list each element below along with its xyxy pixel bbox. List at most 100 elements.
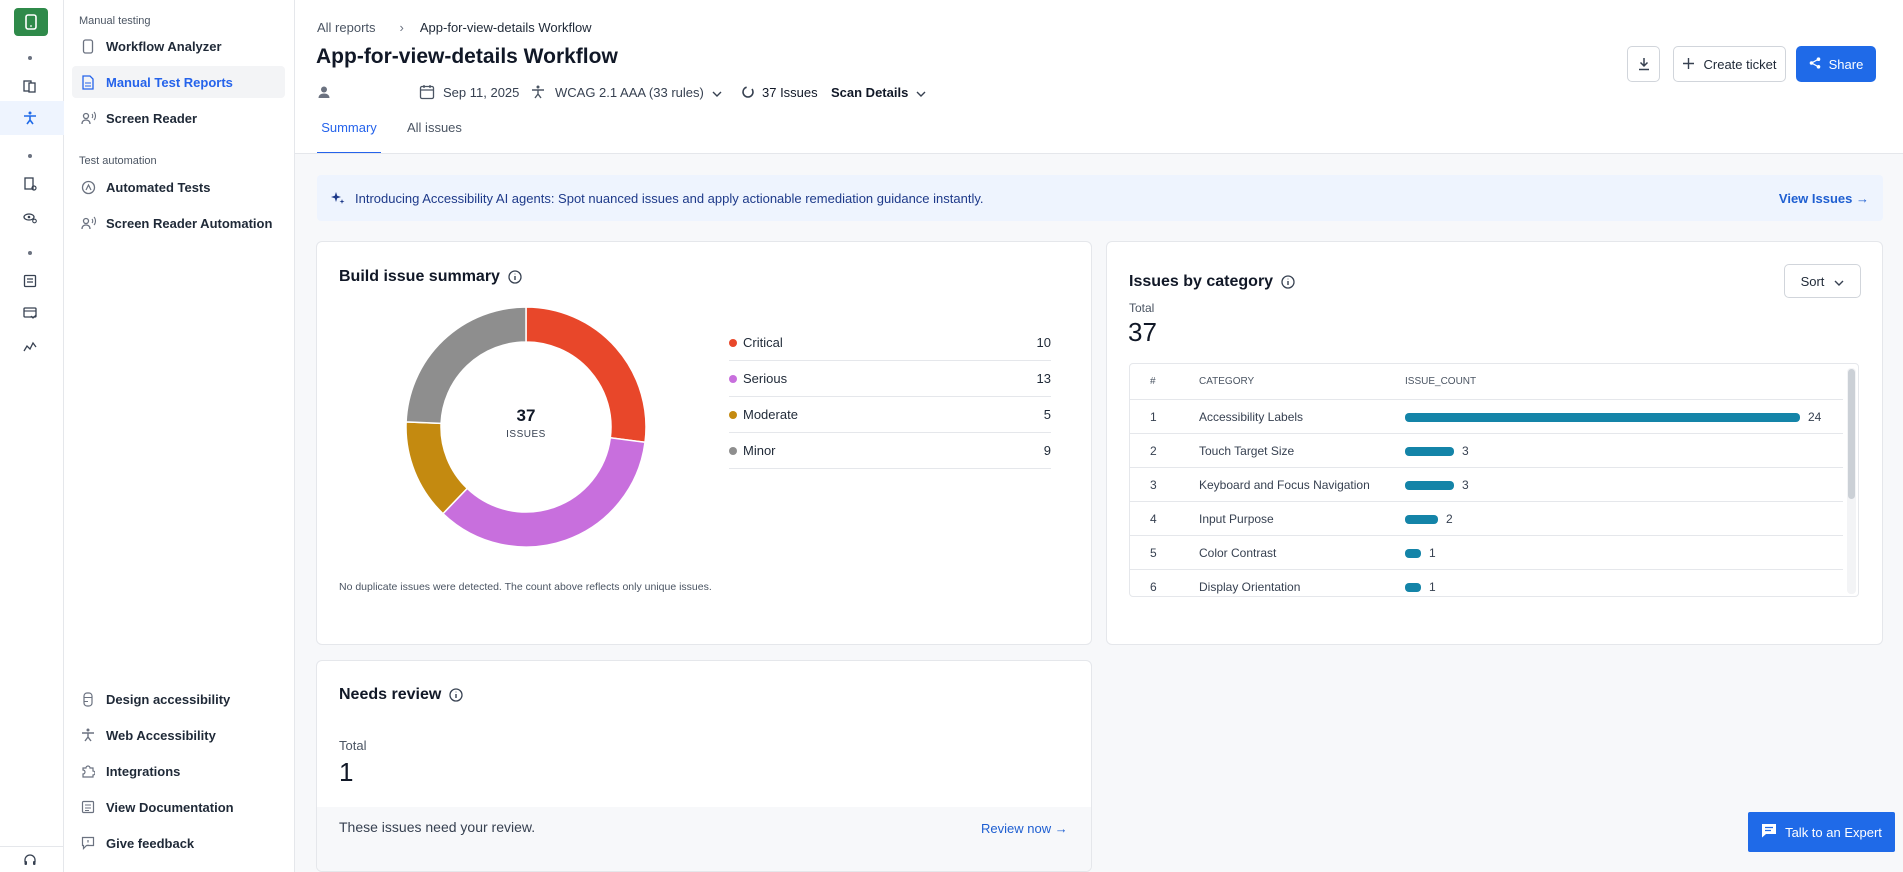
sidebar-item-integrations[interactable]: Integrations: [72, 755, 285, 787]
row-count: 3: [1462, 477, 1469, 492]
row-category: Input Purpose: [1199, 511, 1274, 526]
sidebar-item-manual-test-reports[interactable]: Manual Test Reports: [72, 66, 285, 98]
rail-active-highlight: [0, 101, 64, 135]
category-table: # CATEGORY ISSUE_COUNT 1 Accessibility La…: [1129, 363, 1859, 597]
sidebar-item-view-documentation[interactable]: View Documentation: [72, 791, 285, 823]
browser-check-icon[interactable]: [20, 303, 40, 323]
talk-to-expert-label: Talk to an Expert: [1785, 824, 1882, 840]
table-row[interactable]: 2 Touch Target Size 3: [1130, 434, 1843, 468]
reports-icon[interactable]: [20, 76, 40, 96]
analytics-icon[interactable]: [20, 336, 40, 356]
legend-item-serious: Serious 13: [729, 361, 1051, 397]
download-button[interactable]: [1627, 46, 1660, 82]
sidebar-section-automation: Test automation: [79, 155, 157, 167]
legend-count: 10: [1036, 335, 1051, 350]
screen-reader-icon: [80, 110, 96, 126]
talk-to-expert-button[interactable]: Talk to an Expert: [1748, 812, 1895, 852]
sidebar-item-label: Integrations: [106, 763, 181, 779]
issue-count-bar: [1405, 549, 1421, 558]
accessibility-icon[interactable]: [20, 108, 40, 128]
rail-footer-divider: [0, 846, 64, 847]
plus-icon: [1682, 57, 1694, 72]
donut-slice-serious[interactable]: [441, 436, 646, 548]
sidebar-item-screen-reader-automation[interactable]: Screen Reader Automation: [72, 207, 285, 239]
figma-icon: [80, 691, 96, 707]
screen-reader-icon: [80, 215, 96, 231]
table-scrollbar-thumb[interactable]: [1848, 369, 1855, 499]
legend-count: 5: [1043, 407, 1051, 422]
automation-docs-icon[interactable]: [20, 174, 40, 194]
view-issues-link[interactable]: View Issues →: [1778, 190, 1869, 206]
table-row[interactable]: 4 Input Purpose 2: [1130, 502, 1843, 536]
sidebar-item-give-feedback[interactable]: Give feedback: [72, 827, 285, 859]
banner-text: Introducing Accessibility AI agents: Spo…: [355, 190, 984, 206]
table-row[interactable]: 1 Accessibility Labels 24: [1130, 400, 1843, 434]
legend-swatch: [729, 446, 737, 455]
scan-details-dropdown[interactable]: Scan Details: [831, 82, 926, 102]
headset-icon[interactable]: [20, 850, 40, 870]
issues-icon: [741, 82, 755, 102]
sidebar-item-label: Manual Test Reports: [106, 74, 233, 90]
sidebar-item-label: Screen Reader Automation: [106, 215, 273, 231]
row-count: 1: [1429, 579, 1436, 594]
sidebar-item-workflow-analyzer[interactable]: Workflow Analyzer: [72, 30, 285, 62]
sidebar-item-label: Workflow Analyzer: [106, 38, 222, 54]
sidebar-item-automated-tests[interactable]: Automated Tests: [72, 171, 285, 203]
legend-label: Serious: [743, 371, 788, 386]
breadcrumb-all-reports[interactable]: All reports: [317, 20, 376, 35]
tab-all-issues[interactable]: All issues: [407, 120, 462, 135]
legend-label: Critical: [743, 335, 783, 350]
sidebar-item-web-accessibility[interactable]: Web Accessibility: [72, 719, 285, 751]
issue-count-bar: [1405, 481, 1454, 490]
chevron-right-icon: ›: [399, 20, 404, 35]
main-area: All reports › App-for-view-details Workf…: [295, 0, 1903, 872]
build-issue-summary-card: Build issue summary 37 ISSUES Critical 10…: [316, 241, 1092, 645]
issue-count: 37 Issues: [762, 84, 818, 100]
issue-count-bar: [1405, 583, 1421, 592]
col-category: CATEGORY: [1199, 376, 1255, 387]
legend-label: Minor: [743, 443, 776, 458]
accessibility-person-icon: [80, 727, 96, 743]
sidebar-item-label: Automated Tests: [106, 179, 211, 195]
row-category: Keyboard and Focus Navigation: [1199, 477, 1370, 492]
create-ticket-button[interactable]: Create ticket: [1673, 46, 1786, 82]
chevron-down-icon: [1834, 274, 1844, 289]
donut-total: 37: [516, 406, 536, 425]
table-row[interactable]: 6 Display Orientation 1: [1130, 570, 1843, 596]
standard-label: WCAG 2.1 AAA (33 rules): [555, 84, 704, 100]
tab-summary[interactable]: Summary: [317, 120, 381, 154]
table-header: # CATEGORY ISSUE_COUNT: [1130, 364, 1843, 400]
donut-slice-minor[interactable]: [405, 306, 527, 425]
sidebar-item-label: Screen Reader: [106, 110, 198, 126]
checklist-icon[interactable]: [20, 271, 40, 291]
sidebar-item-screen-reader[interactable]: Screen Reader: [72, 102, 285, 134]
needs-review-footer: [317, 807, 1091, 871]
needs-review-total-label: Total: [339, 738, 367, 753]
sidebar-item-label: View Documentation: [106, 799, 234, 815]
header-divider: [295, 153, 1903, 154]
app-logo-icon[interactable]: [14, 8, 48, 36]
rail-separator: [28, 154, 32, 158]
page-title: App-for-view-details Workflow: [316, 45, 618, 68]
share-button[interactable]: Share: [1796, 46, 1876, 82]
needs-review-card: Needs review Total 1 These issues need y…: [316, 660, 1092, 872]
user-icon: [317, 82, 331, 102]
chat-icon: [1761, 823, 1777, 841]
row-category: Accessibility Labels: [1199, 409, 1304, 424]
duplicate-note: No duplicate issues were detected. The c…: [339, 581, 712, 593]
row-number: 4: [1150, 511, 1157, 526]
sidebar-section-manual: Manual testing: [79, 15, 151, 27]
row-category: Touch Target Size: [1199, 443, 1295, 458]
review-now-link[interactable]: Review now →: [981, 821, 1068, 836]
sort-button[interactable]: Sort: [1784, 264, 1861, 298]
sidebar-item-design-accessibility[interactable]: Design accessibility: [72, 683, 285, 715]
report-icon: [80, 74, 96, 90]
row-count: 24: [1808, 409, 1822, 424]
table-row[interactable]: 5 Color Contrast 1: [1130, 536, 1843, 570]
table-row[interactable]: 3 Keyboard and Focus Navigation 3: [1130, 468, 1843, 502]
build-summary-title: Build issue summary: [339, 268, 500, 285]
report-meta: Sep 11, 2025 WCAG 2.1 AAA (33 rules) 37 …: [317, 82, 1017, 102]
eye-settings-icon[interactable]: [20, 207, 40, 227]
standard-dropdown[interactable]: WCAG 2.1 AAA (33 rules): [555, 82, 722, 102]
calendar-icon: [419, 82, 435, 102]
